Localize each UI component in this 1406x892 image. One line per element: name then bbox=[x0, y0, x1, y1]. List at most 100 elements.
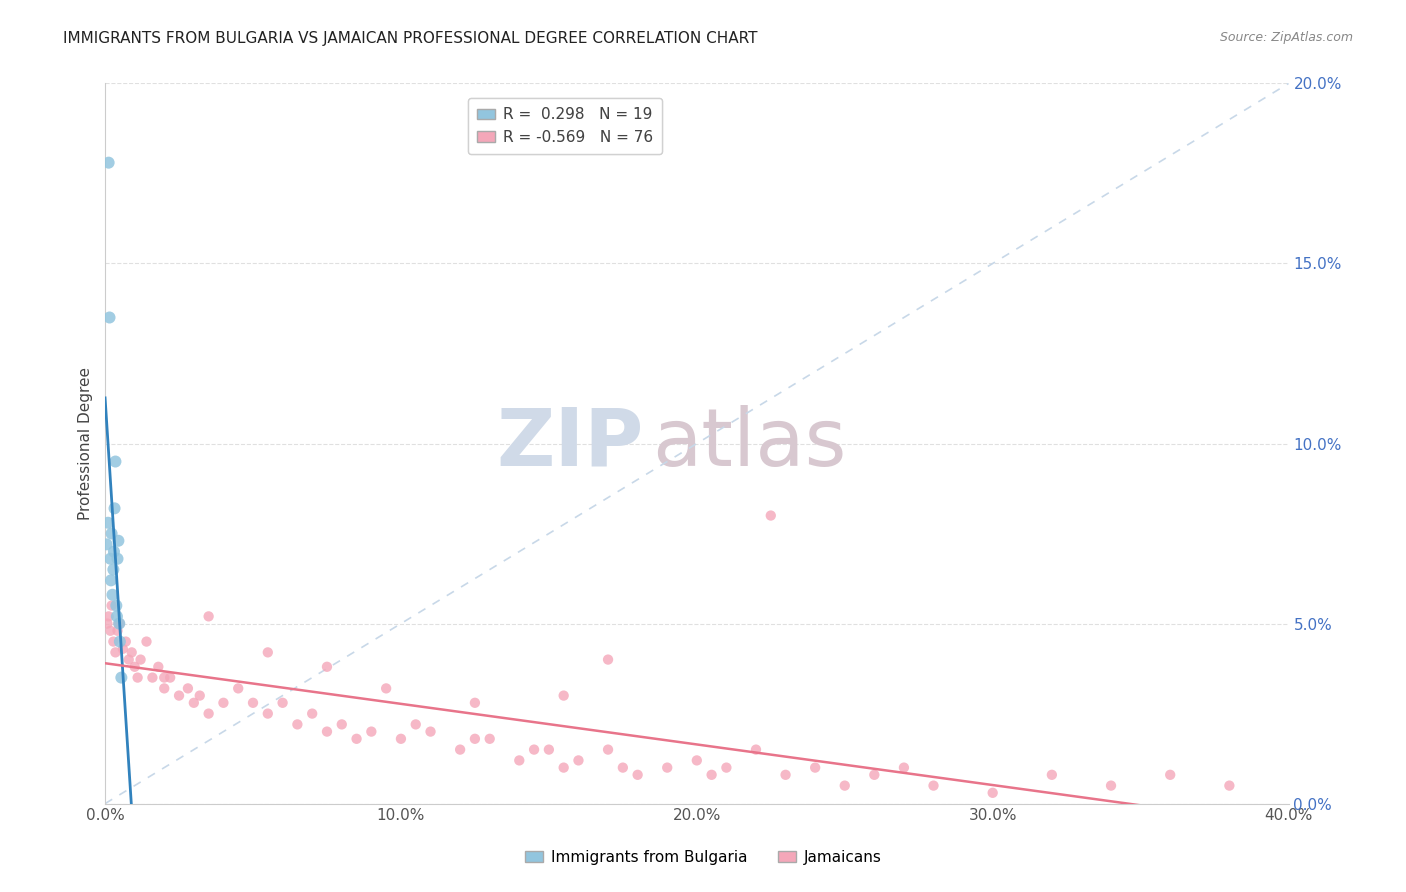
Point bbox=[107, 551, 129, 566]
Point bbox=[330, 717, 353, 731]
Point bbox=[108, 616, 131, 631]
Point bbox=[287, 717, 309, 731]
Point bbox=[97, 609, 120, 624]
Point bbox=[389, 731, 412, 746]
Point bbox=[1099, 779, 1122, 793]
Point bbox=[100, 624, 122, 638]
Point bbox=[212, 696, 235, 710]
Point bbox=[775, 768, 797, 782]
Point bbox=[449, 742, 471, 756]
Point bbox=[110, 671, 132, 685]
Point bbox=[256, 645, 278, 659]
Text: atlas: atlas bbox=[652, 405, 846, 483]
Point bbox=[834, 779, 856, 793]
Point bbox=[104, 645, 127, 659]
Point bbox=[197, 609, 219, 624]
Point bbox=[96, 537, 118, 551]
Point bbox=[981, 786, 1004, 800]
Point bbox=[103, 501, 125, 516]
Point bbox=[103, 563, 125, 577]
Point bbox=[596, 742, 619, 756]
Point bbox=[922, 779, 945, 793]
Point bbox=[804, 761, 827, 775]
Point bbox=[523, 742, 546, 756]
Point bbox=[100, 574, 122, 588]
Point bbox=[124, 660, 146, 674]
Point bbox=[567, 753, 589, 767]
Point bbox=[159, 671, 181, 685]
Text: IMMIGRANTS FROM BULGARIA VS JAMAICAN PROFESSIONAL DEGREE CORRELATION CHART: IMMIGRANTS FROM BULGARIA VS JAMAICAN PRO… bbox=[63, 31, 758, 46]
Point bbox=[256, 706, 278, 721]
Point bbox=[226, 681, 249, 696]
Point bbox=[105, 599, 128, 613]
Point bbox=[167, 689, 190, 703]
Point bbox=[107, 533, 129, 548]
Point bbox=[135, 634, 157, 648]
Point bbox=[127, 671, 149, 685]
Point bbox=[197, 706, 219, 721]
Point bbox=[1040, 768, 1063, 782]
Point bbox=[153, 671, 176, 685]
Point bbox=[103, 634, 125, 648]
Point bbox=[97, 516, 120, 530]
Point bbox=[612, 761, 634, 775]
Point bbox=[183, 696, 205, 710]
Point bbox=[188, 689, 211, 703]
Legend: Immigrants from Bulgaria, Jamaicans: Immigrants from Bulgaria, Jamaicans bbox=[519, 844, 887, 871]
Point bbox=[627, 768, 650, 782]
Point bbox=[101, 588, 124, 602]
Point bbox=[553, 689, 575, 703]
Point bbox=[177, 681, 200, 696]
Legend: R =  0.298   N = 19, R = -0.569   N = 76: R = 0.298 N = 19, R = -0.569 N = 76 bbox=[468, 98, 662, 154]
Point bbox=[700, 768, 723, 782]
Point bbox=[1218, 779, 1240, 793]
Point bbox=[346, 731, 368, 746]
Point bbox=[508, 753, 530, 767]
Point bbox=[105, 609, 128, 624]
Text: ZIP: ZIP bbox=[496, 405, 644, 483]
Point bbox=[316, 724, 339, 739]
Point bbox=[107, 616, 129, 631]
Point bbox=[759, 508, 782, 523]
Point bbox=[111, 641, 134, 656]
Text: Source: ZipAtlas.com: Source: ZipAtlas.com bbox=[1219, 31, 1353, 45]
Point bbox=[657, 761, 679, 775]
Point bbox=[108, 634, 131, 648]
Point bbox=[419, 724, 441, 739]
Point bbox=[464, 696, 486, 710]
Point bbox=[103, 544, 125, 558]
Point bbox=[1159, 768, 1181, 782]
Point bbox=[686, 753, 709, 767]
Point bbox=[97, 155, 120, 169]
Point bbox=[242, 696, 264, 710]
Y-axis label: Professional Degree: Professional Degree bbox=[79, 367, 93, 520]
Point bbox=[114, 634, 136, 648]
Point bbox=[316, 660, 339, 674]
Point bbox=[98, 310, 121, 325]
Point bbox=[478, 731, 501, 746]
Point bbox=[375, 681, 398, 696]
Point bbox=[118, 652, 141, 666]
Point bbox=[537, 742, 560, 756]
Point bbox=[553, 761, 575, 775]
Point bbox=[104, 454, 127, 468]
Point bbox=[96, 616, 118, 631]
Point bbox=[716, 761, 738, 775]
Point bbox=[100, 526, 122, 541]
Point bbox=[129, 652, 152, 666]
Point bbox=[148, 660, 170, 674]
Point bbox=[271, 696, 294, 710]
Point bbox=[141, 671, 163, 685]
Point bbox=[121, 645, 143, 659]
Point bbox=[153, 681, 176, 696]
Point bbox=[893, 761, 915, 775]
Point bbox=[108, 616, 131, 631]
Point bbox=[301, 706, 323, 721]
Point bbox=[107, 624, 129, 638]
Point bbox=[100, 551, 122, 566]
Point bbox=[745, 742, 768, 756]
Point bbox=[863, 768, 886, 782]
Point bbox=[100, 599, 122, 613]
Point bbox=[596, 652, 619, 666]
Point bbox=[405, 717, 427, 731]
